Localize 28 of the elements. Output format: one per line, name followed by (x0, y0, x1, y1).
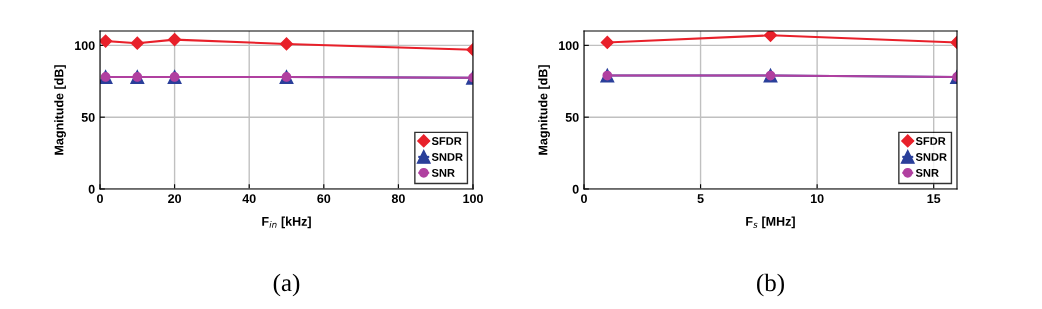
y-tick-label: 100 (559, 41, 579, 51)
x-tick-label: 15 (927, 194, 941, 204)
legend-label: SFDR (915, 137, 946, 145)
text: (a) (273, 273, 300, 297)
x-tick-label: 60 (317, 194, 331, 204)
legend-label: SNR (431, 168, 455, 177)
y-axis-title: Magnitude [dB] (538, 65, 550, 155)
x-tick-label: 80 (391, 194, 405, 204)
x-tick-label: 5 (697, 194, 704, 204)
legend-label: SNDR (431, 153, 463, 161)
y-tick-label: 50 (81, 112, 95, 122)
legend-label: SNR (915, 168, 939, 177)
x-tick-label: 0 (97, 194, 103, 204)
x-tick-label: 100 (463, 194, 483, 204)
y-tick-label: 100 (75, 41, 95, 51)
x-axis-title: F$_{in}$ [kHz] (262, 216, 311, 229)
x-tick-label: 0 (581, 194, 587, 204)
legend-label: SFDR (431, 137, 462, 145)
y-axis-title: Magnitude [dB] (54, 65, 66, 155)
x-tick-label: 10 (810, 194, 824, 204)
y-tick-label: 0 (88, 184, 95, 194)
x-axis-title: F$_{s}$ [MHz] (746, 216, 795, 229)
x-tick-label: 20 (168, 194, 182, 204)
y-tick-label: 0 (572, 184, 579, 194)
y-tick-label: 50 (565, 112, 579, 122)
text: (b) (757, 273, 784, 297)
x-tick-label: 40 (242, 194, 256, 204)
legend-label: SNDR (915, 153, 947, 161)
